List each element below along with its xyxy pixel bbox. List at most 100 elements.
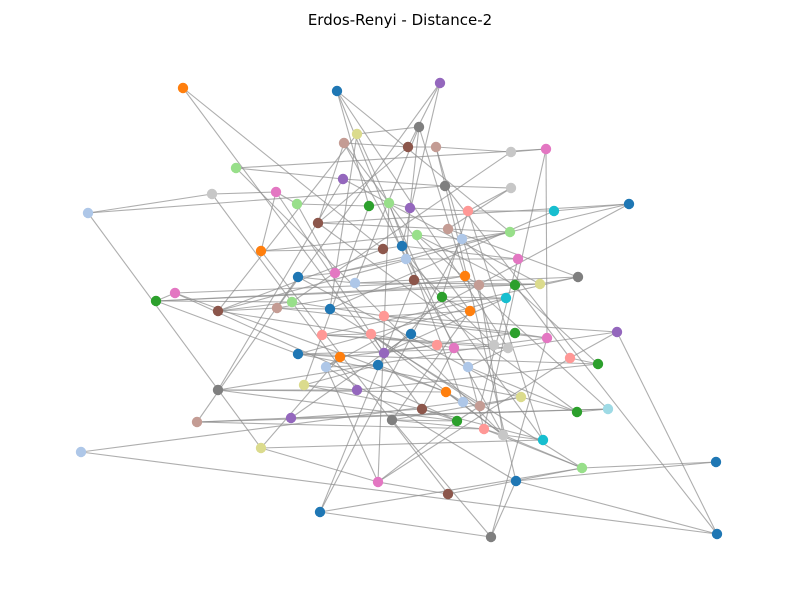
graph-node — [462, 205, 474, 217]
graph-node — [212, 305, 224, 317]
graph-edge — [317, 203, 630, 224]
graph-node — [365, 328, 377, 340]
graph-edge — [370, 333, 481, 407]
graph-node — [286, 296, 298, 308]
graph-edge — [196, 417, 292, 423]
graph-edge — [87, 212, 262, 449]
graph-edge — [418, 126, 466, 277]
graph-edge — [329, 297, 507, 310]
graph-node — [515, 391, 527, 403]
graph-node — [334, 351, 346, 363]
graph-edge — [303, 384, 423, 410]
graph-edge — [401, 82, 441, 247]
graph-node — [456, 233, 468, 245]
graph-node — [255, 245, 267, 257]
graph-node — [298, 379, 310, 391]
graph-edge — [290, 333, 412, 419]
graph-edge — [407, 82, 441, 148]
graph-edge — [211, 193, 358, 391]
graph-node — [451, 415, 463, 427]
graph-node — [592, 358, 604, 370]
graph-node — [324, 303, 336, 315]
graph-node — [338, 137, 350, 149]
graph-edge — [296, 203, 336, 274]
graph-edge — [217, 231, 511, 312]
graph-node — [509, 327, 521, 339]
graph-edge — [520, 396, 578, 413]
graph-edge — [507, 331, 618, 349]
graph-edge — [405, 207, 411, 260]
graph-edge — [260, 248, 384, 252]
graph-node — [396, 240, 408, 252]
graph-edge — [319, 279, 415, 513]
graph-edge — [356, 133, 455, 349]
graph-node — [314, 506, 326, 518]
graph-edge — [545, 148, 548, 339]
graph-edge — [435, 146, 495, 346]
graph-edge — [356, 363, 599, 391]
graph-node — [75, 446, 87, 458]
graph-edge — [87, 193, 213, 214]
graph-edge — [409, 207, 469, 212]
graph-node — [457, 396, 469, 408]
graph-edge — [354, 279, 415, 284]
graph-node — [169, 287, 181, 299]
graph-edge — [391, 396, 522, 421]
graph-node — [320, 361, 332, 373]
graph-node — [430, 141, 442, 153]
graph-edge — [467, 347, 509, 368]
graph-edge — [182, 87, 384, 250]
graph-edge — [461, 238, 599, 365]
graph-edge — [321, 333, 372, 336]
graph-edge — [296, 203, 370, 207]
graph-edge — [447, 228, 579, 278]
graph-node — [442, 488, 454, 500]
graph-node — [485, 531, 497, 543]
graph-node — [502, 342, 514, 354]
nodes-layer — [75, 77, 723, 543]
graph-edge — [416, 234, 516, 286]
graph-node — [337, 173, 349, 185]
graph-node — [505, 182, 517, 194]
graph-edge — [235, 148, 547, 169]
graph-edge — [303, 364, 379, 386]
graph-node — [540, 143, 552, 155]
graph-node — [378, 347, 390, 359]
graph-node — [602, 403, 614, 415]
graph-node — [440, 386, 452, 398]
graph-edge — [260, 356, 341, 449]
graph-node — [285, 412, 297, 424]
graph-edge — [260, 234, 418, 252]
graph-node — [534, 278, 546, 290]
graph-edge — [325, 364, 379, 368]
graph-edge — [196, 276, 299, 423]
graph-node — [329, 267, 341, 279]
graph-node — [462, 361, 474, 373]
graph-edge — [447, 228, 511, 233]
graph-node — [150, 295, 162, 307]
graph-edge — [334, 258, 407, 274]
graph-edge — [502, 434, 544, 441]
graph-edge — [80, 451, 718, 535]
graph-node — [474, 400, 486, 412]
graph-edge — [514, 284, 571, 359]
graph-edge — [211, 191, 277, 195]
graph-node — [408, 274, 420, 286]
graph-node — [349, 277, 361, 289]
graph-node — [488, 339, 500, 351]
graph-edge — [217, 344, 495, 391]
graph-edge — [297, 353, 341, 358]
graph-edge — [391, 419, 458, 422]
graph-edge — [260, 250, 449, 495]
graph-node — [316, 329, 328, 341]
graph-edge — [276, 82, 441, 309]
graph-edge — [383, 332, 516, 354]
graph-node — [509, 279, 521, 291]
graph-node — [497, 429, 509, 441]
graph-edge — [174, 276, 579, 294]
graph-edge — [356, 126, 420, 135]
graph-edge — [515, 461, 717, 482]
graph-node — [177, 82, 189, 94]
graph-node — [386, 414, 398, 426]
graph-node — [416, 403, 428, 415]
